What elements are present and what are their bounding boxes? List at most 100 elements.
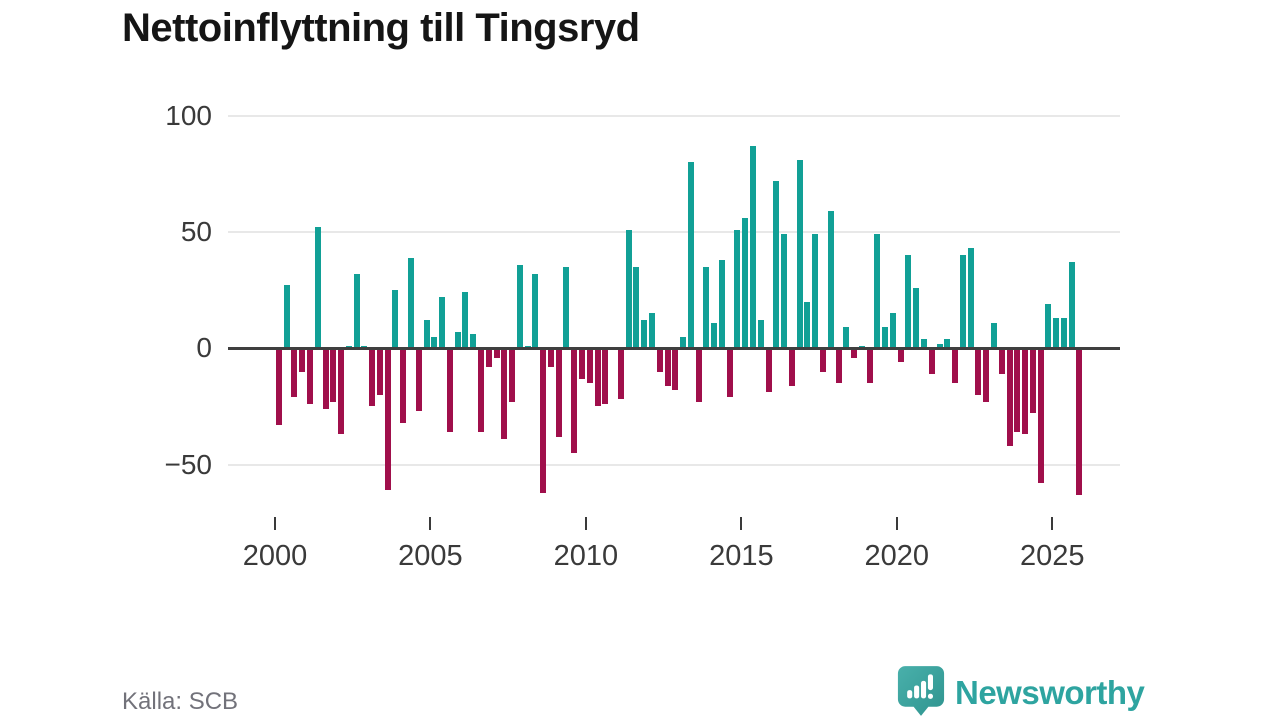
bar [983,348,990,402]
bar [470,334,477,349]
x-axis-tick-label: 2025 [1019,540,1085,572]
bar [408,257,415,349]
bar [322,348,329,409]
gridline [228,463,1120,466]
brand-logo: Newsworthy [897,665,1145,720]
bar [485,348,492,367]
y-axis-tick-label: −50 [164,448,213,480]
bar [672,348,679,391]
bar [936,343,943,349]
bar [921,338,927,349]
x-axis-tick-label: 2010 [553,540,619,572]
bar [314,227,321,349]
bar [1053,318,1060,349]
bar [944,338,951,349]
bar [439,297,446,349]
bar [905,255,912,349]
bar [648,313,655,349]
bar [928,348,935,374]
x-axis-tick-label: 2015 [709,540,774,572]
y-axis-tick-label: 0 [196,332,212,364]
bar [579,348,585,379]
bar [431,336,438,349]
bar [1022,348,1029,435]
bar [998,348,1005,374]
bar [369,348,376,407]
gridline [228,231,1120,233]
bar [1076,348,1083,495]
bar [563,266,570,349]
bar [1029,348,1036,414]
bar [493,348,500,358]
bar [975,348,982,395]
x-axis-tick [429,517,432,530]
bar [384,348,391,491]
bar [306,348,313,405]
bar [866,348,873,384]
bar [462,292,469,349]
bar [835,348,842,384]
bar [400,348,407,423]
x-axis-tick-label: 2005 [398,540,463,572]
bar [392,290,399,349]
bar [695,348,702,402]
zero-axis-line [228,346,1120,350]
bar [555,348,562,437]
bar [641,320,648,349]
bar [990,322,997,349]
bar [1068,262,1075,349]
bar [687,162,694,349]
brand-name: Newsworthy [955,674,1145,711]
bar [889,313,896,349]
bar [330,348,337,402]
bar [711,322,718,349]
source-label: Källa: SCB [122,688,239,715]
gridline [228,114,1120,117]
bar [967,248,974,349]
x-axis-tick [1051,517,1054,530]
bar [501,348,508,439]
bar [477,348,484,433]
bar [952,348,959,384]
bar [532,273,539,349]
bar [757,320,764,349]
bar [338,348,345,435]
bar [633,266,640,349]
bar [1014,348,1021,433]
bar [1006,348,1013,446]
bar [586,348,593,384]
bar [602,348,609,405]
y-axis-tick-label: 100 [165,99,212,131]
bar-chart-speech-bubble-icon [897,665,945,720]
bar [415,348,422,412]
bar [827,211,834,349]
bar [664,348,671,386]
bar [275,348,282,426]
bar [540,348,547,493]
bar [742,218,749,349]
bar [851,348,858,358]
bar [299,348,306,372]
bar [804,301,811,349]
bar [882,327,889,349]
bar [874,234,881,349]
x-axis-tick [740,517,743,530]
bar [788,348,795,386]
bar [1060,318,1067,349]
bar [734,229,741,349]
bar [959,255,966,349]
bar [765,348,772,393]
bar [656,348,663,372]
x-axis-tick [895,517,898,530]
bar [291,348,298,398]
bar [750,145,756,349]
bar [897,348,904,363]
x-axis-tick-label: 2000 [242,540,308,572]
bar [625,229,632,349]
bar [376,348,383,395]
bar [617,348,624,400]
bar [726,348,733,398]
bar [781,234,788,349]
bar [454,332,461,349]
